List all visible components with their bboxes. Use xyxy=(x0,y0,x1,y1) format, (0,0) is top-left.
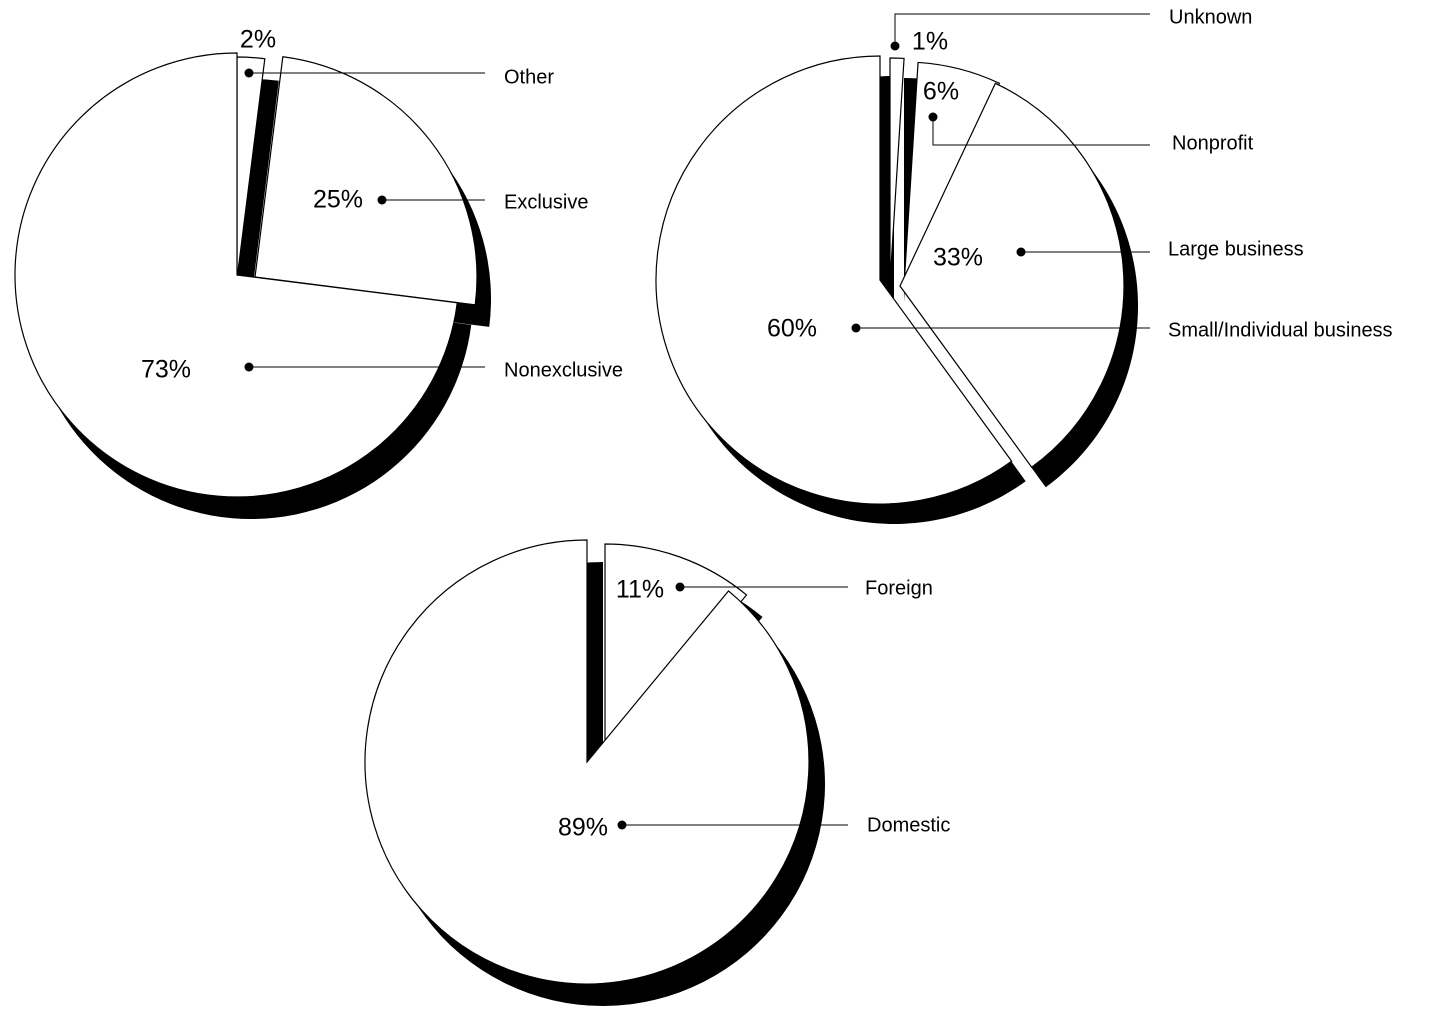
category-label-nonexclusive: Nonexclusive xyxy=(504,359,623,381)
slice-shadow-other xyxy=(251,79,279,301)
category-label-exclusive: Exclusive xyxy=(504,191,588,213)
category-label-small-individual-business: Small/Individual business xyxy=(1168,319,1393,341)
leader-line-unknown xyxy=(894,13,1150,46)
value-label-small-individual-business: 60% xyxy=(767,315,817,343)
leader-dot-exclusive xyxy=(377,195,387,205)
pie-slice-large-business xyxy=(899,82,1125,469)
pie-slice-exclusive xyxy=(254,56,478,306)
category-label-domestic: Domestic xyxy=(867,814,950,836)
leader-dot-unknown xyxy=(890,41,900,51)
pie-chart-contract-type: 2% Other 25% Exclusive 73% Nonexclusive xyxy=(14,26,623,519)
category-label-other: Other xyxy=(504,66,554,88)
value-label-unknown: 1% xyxy=(912,28,948,56)
pie-chart-origin: 11% Foreign 89% Domestic xyxy=(364,539,950,1007)
category-label-large-business: Large business xyxy=(1168,238,1304,260)
value-label-nonexclusive: 73% xyxy=(141,356,191,384)
value-label-domestic: 89% xyxy=(558,814,608,842)
pie-slice-small-individual-business xyxy=(655,55,1013,505)
category-label-nonprofit: Nonprofit xyxy=(1172,132,1254,154)
category-label-unknown: Unknown xyxy=(1169,6,1252,28)
leader-dot-domestic xyxy=(617,820,627,830)
pie-chart-business-type: 1% Unknown 6% Nonprofit 33% Large business 60%… xyxy=(655,6,1393,524)
category-label-foreign: Foreign xyxy=(865,577,933,599)
value-label-exclusive: 25% xyxy=(313,186,363,214)
leader-dot-foreign xyxy=(675,582,685,592)
pie-slice-domestic xyxy=(364,539,810,985)
leader-dot-nonprofit xyxy=(928,112,938,122)
value-label-large-business: 33% xyxy=(933,244,983,272)
leader-dot-small-individual-business xyxy=(851,323,861,333)
value-label-other: 2% xyxy=(240,26,276,54)
leader-dot-nonexclusive xyxy=(244,362,254,372)
leader-dot-large-business xyxy=(1016,247,1026,257)
value-label-nonprofit: 6% xyxy=(923,78,959,106)
pie-slice-unknown xyxy=(889,57,905,283)
value-label-foreign: 11% xyxy=(616,576,664,604)
leader-line-nonprofit xyxy=(932,117,1150,146)
leader-dot-other xyxy=(244,68,254,78)
pie-slice-nonexclusive xyxy=(14,52,458,498)
